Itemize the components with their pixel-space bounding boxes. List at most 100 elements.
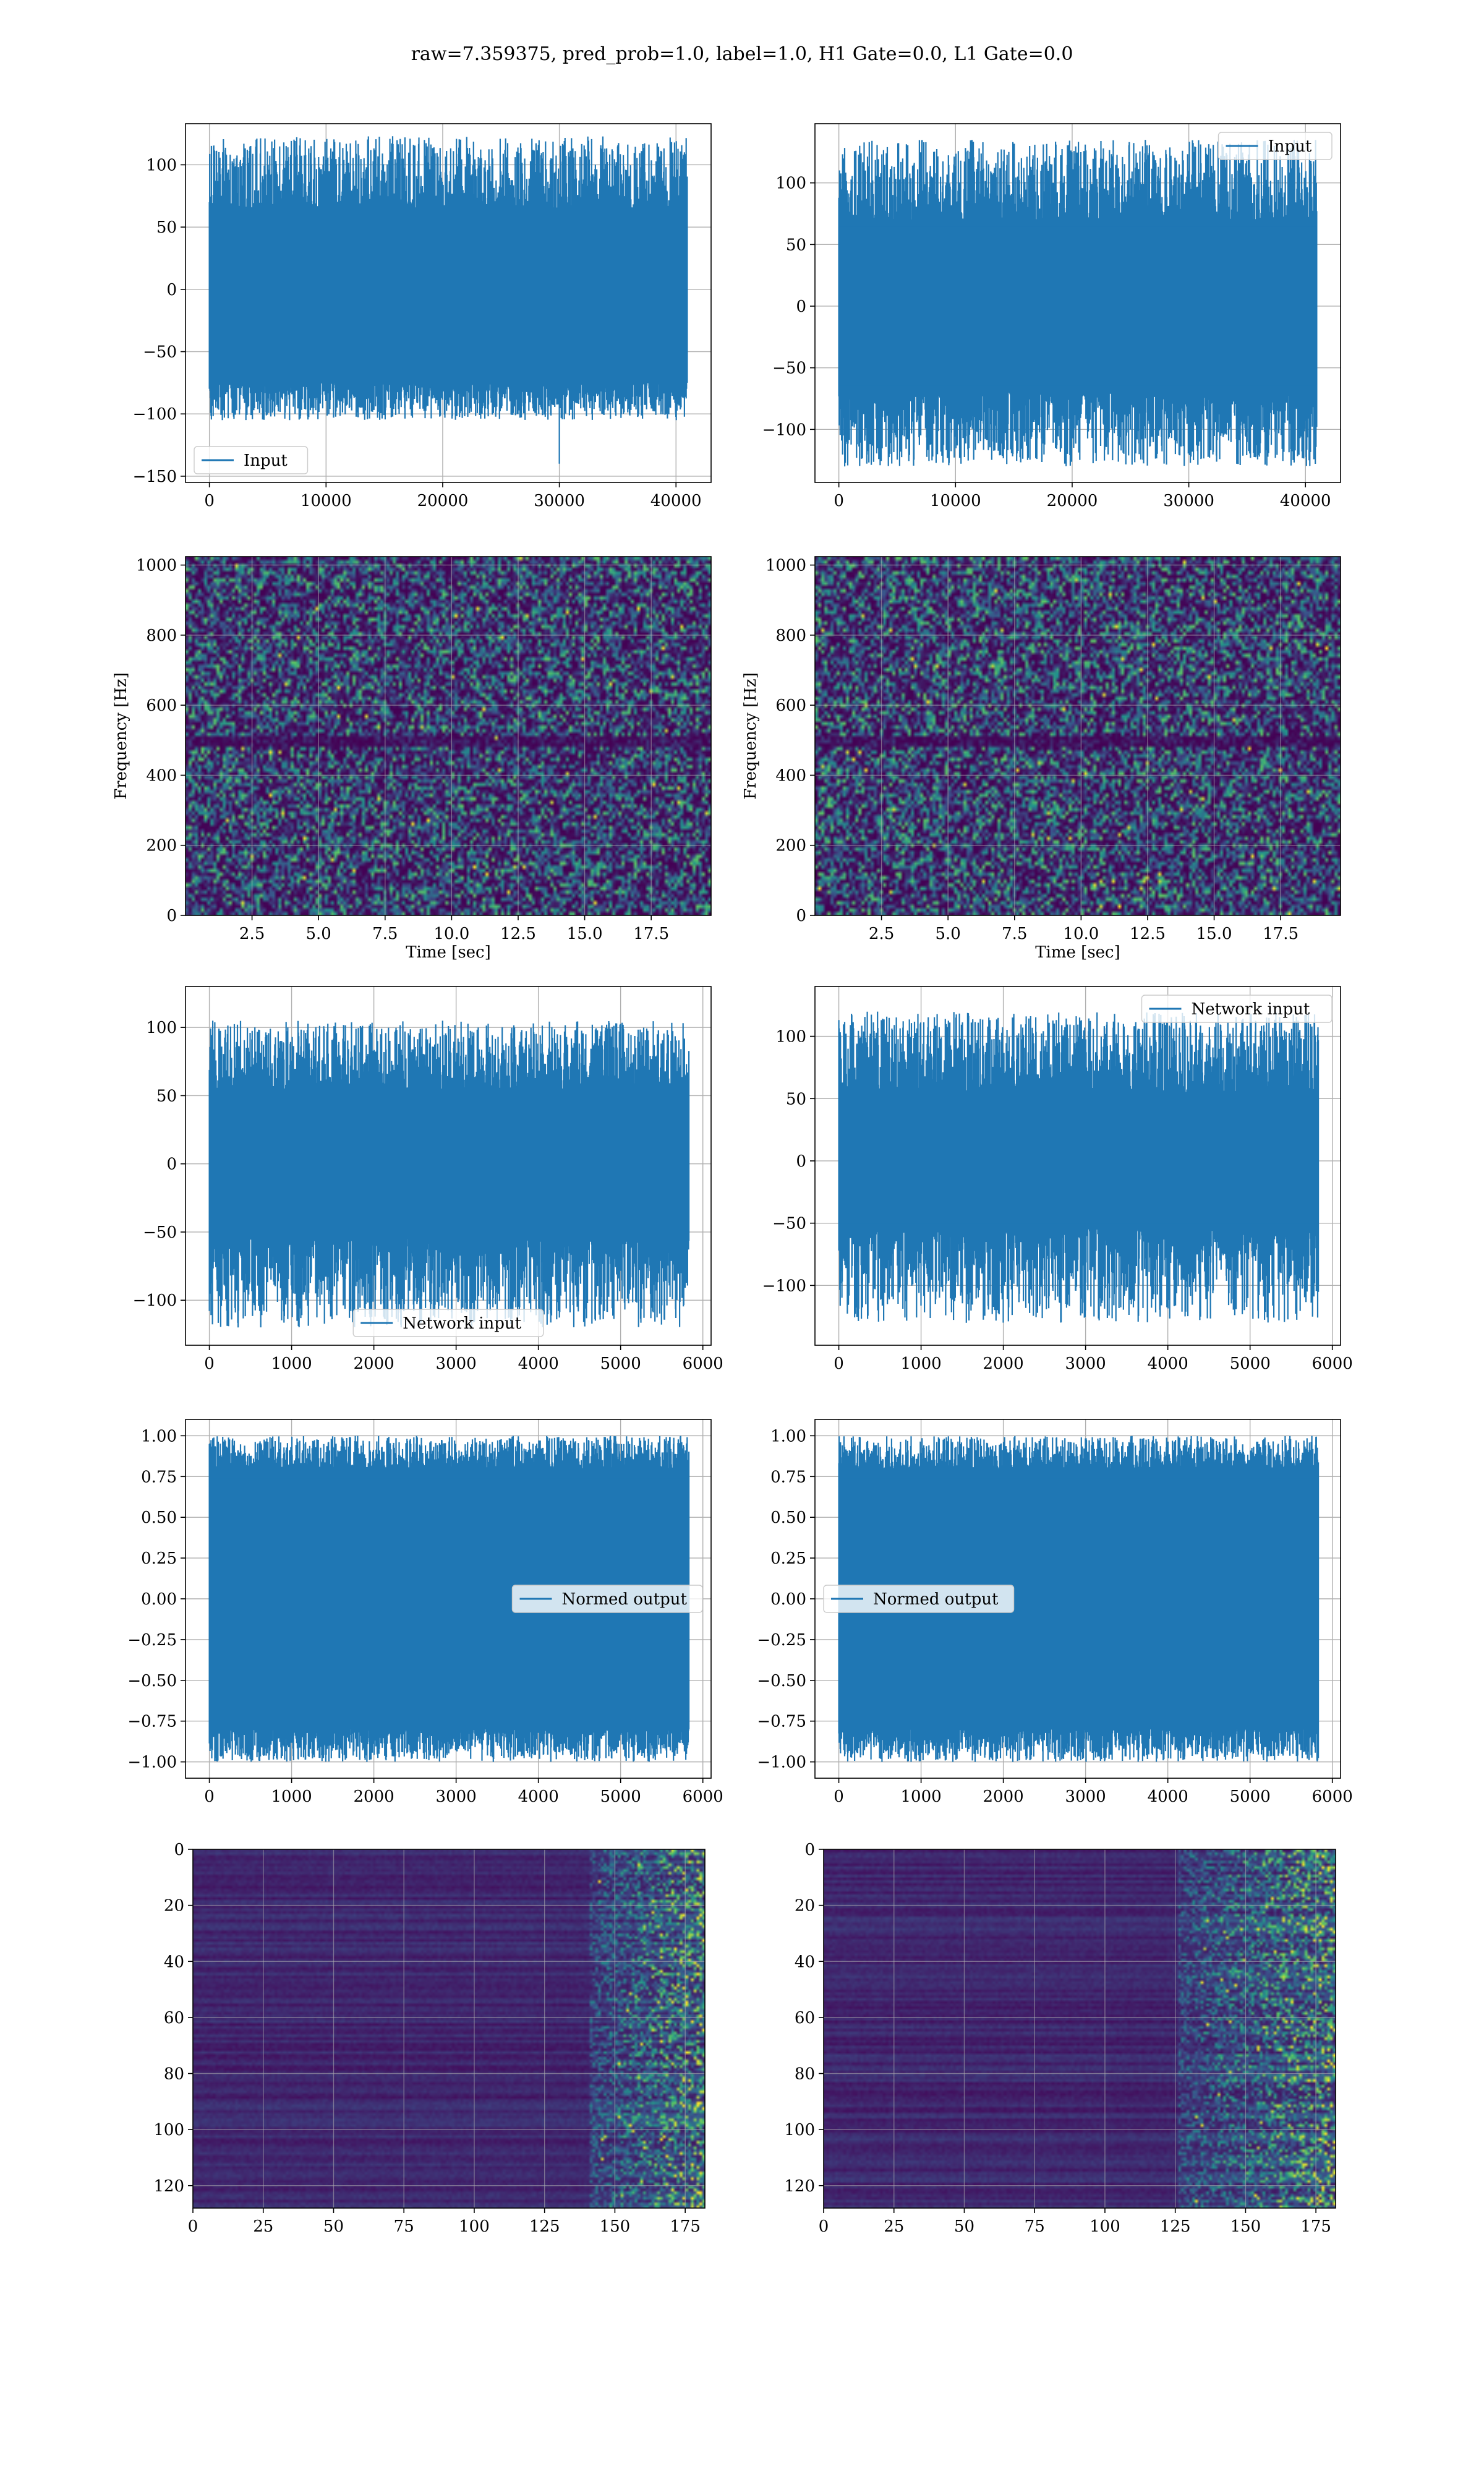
- l1-feature-map-xtick-label-6: 150: [1230, 2217, 1261, 2236]
- l1-network-input-xtick-label-6: 6000: [1312, 1355, 1353, 1373]
- h1-feature-map-xtick-label-7: 175: [670, 2217, 701, 2236]
- l1-network-input-ytick-label-4: 100: [775, 1028, 806, 1047]
- l1-spectrogram-frame: [814, 556, 1341, 916]
- h1-input-frame: [185, 123, 712, 483]
- h1-spectrogram-ytick-label-2: 400: [146, 766, 177, 785]
- h1-feature-map-ytick-label-1: 20: [164, 1897, 184, 1915]
- l1-input-series-band: [838, 226, 1317, 386]
- l1-spectrogram-xtick-label-6: 17.5: [1263, 925, 1298, 943]
- h1-normed-output-ytick-label-6: 0.50: [141, 1509, 177, 1527]
- h1-network-input-legend-label: Network input: [403, 1314, 521, 1333]
- h1-spectrogram-xtick-label-6: 17.5: [633, 925, 669, 943]
- l1-spectrogram-ytick-label-0: 0: [796, 907, 806, 925]
- l1-feature-map-xtick-label-0: 0: [819, 2217, 829, 2236]
- h1-spectrogram-ytick-label-4: 800: [146, 627, 177, 645]
- h1-normed-output-xtick-label-3: 3000: [436, 1787, 477, 1806]
- l1-normed-output-ytick-label-0: −1.00: [757, 1753, 806, 1772]
- h1-input-legend: Input: [194, 446, 309, 474]
- l1-normed-output-xtick-label-6: 6000: [1312, 1787, 1353, 1806]
- h1-input-series-band: [209, 215, 688, 375]
- h1-network-input-frame: [185, 986, 712, 1346]
- h1-normed-output-legend-box: [511, 1585, 703, 1613]
- h1-feature-map-ytick-label-4: 80: [164, 2065, 184, 2084]
- h1-feature-map-xtick-label-1: 25: [253, 2217, 273, 2236]
- h1-feature-map-xtick-label-6: 150: [600, 2217, 631, 2236]
- h1-normed-output-ytick-label-2: −0.50: [127, 1672, 177, 1690]
- l1-network-input-series-band: [838, 1098, 1319, 1224]
- l1-feature-map-ytick-label-3: 60: [795, 2009, 815, 2027]
- h1-spectrogram-ytick-label-0: 0: [166, 907, 177, 925]
- h1-spectrogram-panel: 2.5 5.0 7.5 10.0 12.5 15.0 17.5 0 200 400 600 800 10…: [112, 556, 712, 962]
- l1-normed-output-xtick-label-2: 2000: [983, 1787, 1024, 1806]
- h1-normed-output-xtick-label-5: 5000: [600, 1787, 641, 1806]
- h1-normed-output-xtick-label-6: 6000: [683, 1787, 723, 1806]
- h1-input-xtick-label-3: 30000: [534, 492, 585, 510]
- h1-feature-map-xtick-label-0: 0: [188, 2217, 198, 2236]
- h1-spectrogram-xtick-label-4: 12.5: [500, 925, 536, 943]
- h1-normed-output-xtick-label-2: 2000: [354, 1787, 394, 1806]
- l1-normed-output-legend-label: Normed output: [873, 1590, 999, 1609]
- h1-input-legend-box: [194, 446, 309, 474]
- h1-normed-output-panel: 0 1000 2000 3000 4000 5000 6000 −1.00 −0.75 −0.50…: [127, 1419, 723, 1806]
- l1-feature-map-ytick-label-6: 120: [784, 2177, 815, 2196]
- h1-input-ytick-label-4: 50: [156, 218, 177, 237]
- l1-normed-output-ytick-label-2: −0.50: [757, 1672, 806, 1690]
- l1-feature-map-xtick-label-1: 25: [884, 2217, 904, 2236]
- l1-normed-output-xtick-label-4: 4000: [1148, 1787, 1188, 1806]
- l1-normed-output-xtick-label-0: 0: [834, 1787, 844, 1806]
- h1-network-input-xtick-label-4: 4000: [518, 1355, 559, 1373]
- h1-normed-output-ytick-label-7: 0.75: [141, 1468, 177, 1486]
- l1-network-input-ytick-label-1: −50: [772, 1215, 806, 1233]
- l1-spectrogram-xtick-label-1: 5.0: [936, 925, 961, 943]
- h1-feature-map-ytick-label-3: 60: [164, 2009, 184, 2027]
- l1-input-panel: 0 10000 20000 30000 40000 −100 −50 0 50 100 Input: [762, 123, 1341, 510]
- h1-input-xtick-label-0: 0: [204, 492, 215, 510]
- l1-network-input-xtick-label-2: 2000: [983, 1355, 1024, 1373]
- l1-input-ytick-label-2: 0: [796, 297, 806, 316]
- l1-input-ytick-label-3: 50: [786, 236, 806, 254]
- h1-normed-output-xtick-label-4: 4000: [518, 1787, 559, 1806]
- l1-spectrogram-ytick-label-4: 800: [775, 627, 806, 645]
- l1-spectrogram-xtick-label-5: 15.0: [1196, 925, 1232, 943]
- l1-input-ytick-label-0: −100: [762, 421, 806, 439]
- l1-spectrogram-ytick-label-1: 200: [775, 837, 806, 855]
- h1-network-input-xtick-label-5: 5000: [600, 1355, 641, 1373]
- h1-spectrogram-ytick-label-3: 600: [146, 696, 177, 715]
- h1-input-ytick-label-0: −150: [133, 468, 177, 486]
- h1-network-input-series-band: [209, 1095, 689, 1233]
- l1-network-input-xtick-label-3: 3000: [1065, 1355, 1106, 1373]
- l1-spectrogram-xtick-label-2: 7.5: [1002, 925, 1027, 943]
- l1-normed-output-ytick-label-5: 0.25: [770, 1549, 806, 1568]
- h1-network-input-xtick-label-6: 6000: [683, 1355, 723, 1373]
- l1-spectrogram-ytick-label-5: 1000: [765, 557, 806, 575]
- l1-feature-map-image: [824, 1849, 1336, 2208]
- l1-spectrogram-xtick-label-4: 12.5: [1130, 925, 1166, 943]
- l1-input-xtick-label-1: 10000: [930, 492, 981, 510]
- h1-network-input-legend: Network input: [352, 1309, 544, 1337]
- l1-normed-output-ytick-label-3: −0.25: [757, 1631, 806, 1650]
- l1-network-input-xtick-label-0: 0: [834, 1355, 844, 1373]
- h1-network-input-ytick-label-4: 100: [146, 1019, 177, 1037]
- h1-feature-map-frame: [192, 1849, 706, 2209]
- l1-normed-output-xtick-label-3: 3000: [1065, 1787, 1106, 1806]
- l1-feature-map-ytick-label-4: 80: [795, 2065, 815, 2084]
- l1-feature-map-xtick-label-3: 75: [1025, 2217, 1045, 2236]
- h1-spectrogram-xtick-label-3: 10.0: [433, 925, 469, 943]
- l1-normed-output-ytick-label-4: 0.00: [770, 1590, 806, 1609]
- h1-normed-output-ytick-label-4: 0.00: [141, 1590, 177, 1609]
- h1-feature-map-xtick-label-4: 100: [459, 2217, 490, 2236]
- l1-spectrogram-ylabel: Frequency [Hz]: [741, 672, 760, 800]
- h1-network-input-xtick-label-0: 0: [204, 1355, 215, 1373]
- l1-normed-output-ytick-label-1: −0.75: [757, 1713, 806, 1731]
- h1-network-input-xtick-label-1: 1000: [271, 1355, 312, 1373]
- h1-spectrogram-ytick-label-5: 1000: [136, 557, 177, 575]
- h1-input-ytick-label-2: −50: [143, 343, 177, 362]
- l1-network-input-panel: 0 1000 2000 3000 4000 5000 6000 −100 −50 0 50 100 Ne…: [762, 986, 1353, 1373]
- l1-feature-map-panel: 0 25 50 75 100 125 150 175 0 20 40 60 80 100 120: [784, 1841, 1336, 2236]
- l1-network-input-ytick-label-0: −100: [762, 1277, 806, 1295]
- h1-feature-map-image: [193, 1849, 705, 2208]
- h1-spectrogram-xlabel: Time [sec]: [406, 943, 491, 962]
- l1-normed-output-ytick-label-6: 0.50: [770, 1509, 806, 1527]
- l1-network-input-legend-label: Network input: [1192, 1000, 1310, 1019]
- h1-normed-output-legend: Normed output: [511, 1585, 703, 1613]
